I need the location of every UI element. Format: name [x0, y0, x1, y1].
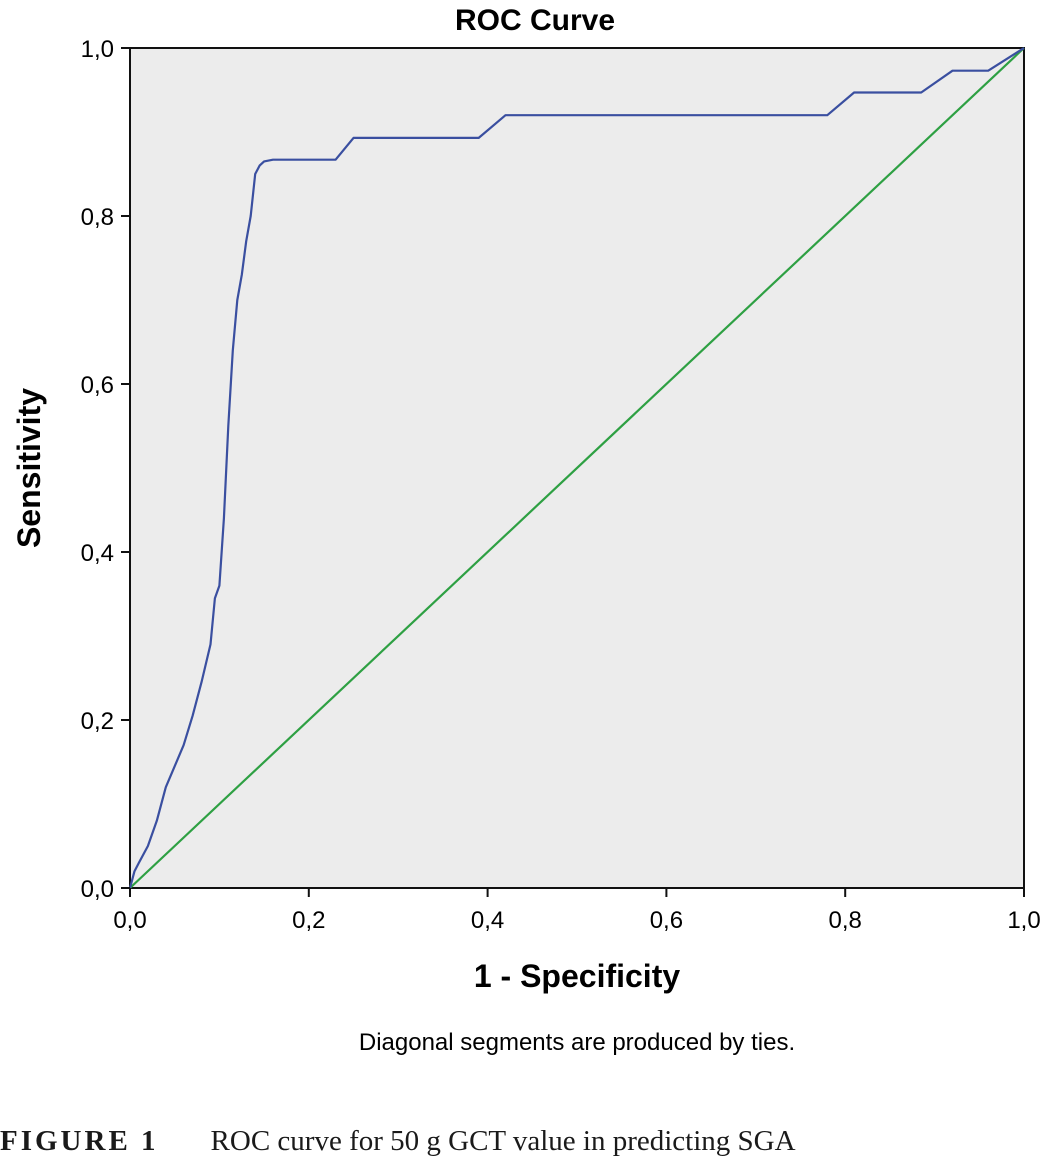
x-axis-label: 1 - Specificity	[474, 958, 681, 994]
x-axis: 0,0 0,2 0,4 0,6 0,8 1,0	[113, 888, 1041, 934]
roc-curve-line	[128, 47, 1025, 889]
y-tick-label: 0,6	[81, 372, 114, 399]
figure-caption: FIGURE 1 ROC curve for 50 g GCT value in …	[0, 1125, 1050, 1158]
roc-chart: ROC Curve 0,0 0,2 0,4 0,6 0,8 1,0 0,00,20,40,…	[11, 4, 1041, 1056]
y-axis-label: Sensitivity	[11, 388, 47, 548]
reference-diagonal-line	[129, 47, 1025, 889]
y-tick-label: 0,2	[81, 708, 114, 735]
x-tick-label: 0,4	[471, 907, 504, 934]
x-tick-label: 0,2	[292, 907, 325, 934]
y-tick-label: 1,0	[81, 36, 114, 63]
x-tick-label: 0,6	[650, 907, 683, 934]
curves-layer	[128, 47, 1025, 889]
ties-note: Diagonal segments are produced by ties.	[359, 1029, 795, 1056]
figure-label: FIGURE 1	[0, 1125, 159, 1157]
y-axis: 0,0 0,2 0,4 0,6 0,8 1,0	[81, 36, 130, 903]
chart-title: ROC Curve	[455, 4, 615, 37]
x-tick-label: 0,0	[113, 907, 146, 934]
y-tick-label: 0,0	[81, 876, 114, 903]
y-tick-label: 0,4	[81, 540, 114, 567]
y-tick-label: 0,8	[81, 204, 114, 231]
x-tick-label: 1,0	[1007, 907, 1040, 934]
figure-caption-text: ROC curve for 50 g GCT value in predicti…	[210, 1125, 796, 1157]
x-tick-label: 0,8	[829, 907, 862, 934]
